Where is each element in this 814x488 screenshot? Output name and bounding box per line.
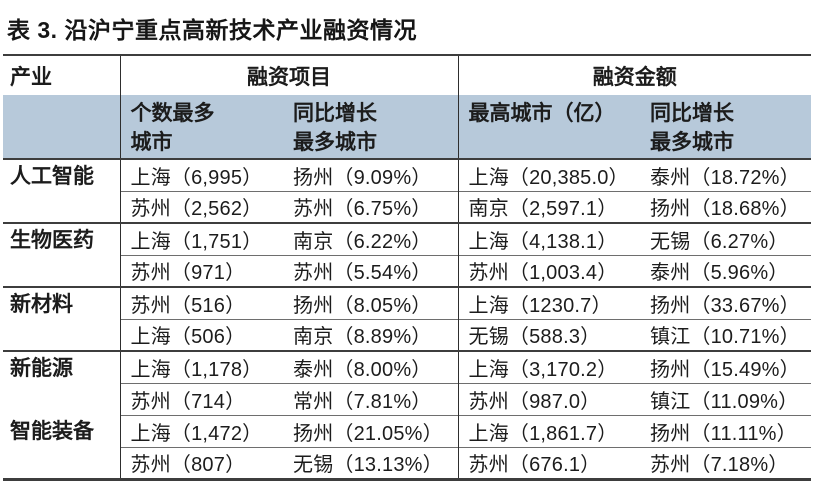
subheader-highest-amount-city: 最高城市（亿） bbox=[458, 95, 640, 159]
cell-proj-growth: 扬州（21.05%） bbox=[283, 414, 459, 447]
header-row-groups: 产业 融资项目 融资金额 bbox=[3, 54, 811, 95]
cell-proj-city: 苏州（516） bbox=[120, 286, 283, 319]
cell-proj-city: 苏州（807） bbox=[120, 446, 283, 479]
subheader-empty bbox=[3, 95, 121, 159]
cell-proj-growth: 泰州（8.00%） bbox=[283, 350, 459, 383]
table-row: 苏州（971） 苏州（5.54%） 苏州（1,003.4） 泰州（5.96%） bbox=[3, 254, 811, 287]
cell-proj-growth: 扬州（9.09%） bbox=[283, 158, 459, 191]
industry-label-smart-equipment: 智能装备 bbox=[3, 415, 121, 479]
industry-label-ai: 人工智能 bbox=[3, 158, 121, 223]
cell-proj-city: 苏州（971） bbox=[120, 254, 283, 287]
cell-proj-city: 上海（1,751） bbox=[120, 222, 283, 255]
subheader-most-projects-city: 个数最多 城市 bbox=[120, 95, 283, 159]
cell-proj-growth: 苏州（5.54%） bbox=[283, 254, 459, 287]
table-row: 人工智能 上海（6,995） 扬州（9.09%） 上海（20,385.0） 泰州… bbox=[3, 158, 811, 223]
cell-amt-growth: 扬州（18.68%） bbox=[640, 190, 811, 223]
table-row: 智能装备 上海（1,472） 扬州（21.05%） 上海（1,861.7） 扬州… bbox=[3, 414, 811, 479]
cell-proj-growth: 南京（6.22%） bbox=[283, 222, 459, 255]
cell-amt-city: 上海（3,170.2） bbox=[458, 350, 640, 383]
cell-proj-growth: 无锡（13.13%） bbox=[283, 446, 459, 479]
table-row: 苏州（807） 无锡（13.13%） 苏州（676.1） 苏州（7.18%） bbox=[3, 446, 811, 479]
subheader-amount-yoy-growth-city: 同比增长 最多城市 bbox=[640, 95, 811, 159]
cell-amt-city: 上海（1,861.7） bbox=[458, 414, 640, 447]
cell-amt-city: 苏州（676.1） bbox=[458, 446, 640, 479]
industry-label-new-energy: 新能源 bbox=[3, 350, 121, 415]
cell-amt-growth: 镇江（10.71%） bbox=[640, 318, 811, 351]
header-row-subcolumns: 个数最多 城市 同比增长 最多城市 最高城市（亿） 同比增长 最多城市 bbox=[3, 95, 811, 159]
cell-amt-growth: 扬州（11.11%） bbox=[640, 414, 811, 447]
cell-amt-growth: 泰州（5.96%） bbox=[640, 254, 811, 287]
cell-amt-growth: 泰州（18.72%） bbox=[640, 158, 811, 191]
cell-amt-city: 南京（2,597.1） bbox=[458, 190, 640, 223]
table-row: 新材料 苏州（516） 扬州（8.05%） 上海（1230.7） 扬州（33.6… bbox=[3, 286, 811, 351]
industry-label-new-materials: 新材料 bbox=[3, 286, 121, 351]
col-header-industry: 产业 bbox=[3, 54, 121, 95]
cell-proj-city: 上海（506） bbox=[120, 318, 283, 351]
industry-label-biomedicine: 生物医药 bbox=[3, 222, 121, 287]
cell-amt-growth: 扬州（33.67%） bbox=[640, 286, 811, 319]
cell-proj-city: 苏州（2,562） bbox=[120, 190, 283, 223]
table-row: 生物医药 上海（1,751） 南京（6.22%） 上海（4,138.1） 无锡（… bbox=[3, 222, 811, 287]
cell-amt-city: 苏州（1,003.4） bbox=[458, 254, 640, 287]
cell-amt-growth: 扬州（15.49%） bbox=[640, 350, 811, 383]
financing-table: 产业 融资项目 融资金额 个数最多 城市 同比增长 最多城市 最高城市（亿） 同… bbox=[3, 54, 811, 481]
table-title: 表 3. 沿沪宁重点高新技术产业融资情况 bbox=[7, 17, 417, 43]
cell-proj-city: 上海（1,178） bbox=[120, 350, 283, 383]
cell-amt-city: 苏州（987.0） bbox=[458, 382, 640, 415]
cell-proj-growth: 苏州（6.75%） bbox=[283, 190, 459, 223]
cell-proj-growth: 常州（7.81%） bbox=[283, 382, 459, 415]
table-row: 上海（506） 南京（8.89%） 无锡（588.3） 镇江（10.71%） bbox=[3, 318, 811, 351]
cell-proj-city: 上海（6,995） bbox=[120, 158, 283, 191]
table-row: 苏州（714） 常州（7.81%） 苏州（987.0） 镇江（11.09%） bbox=[3, 382, 811, 415]
cell-amt-city: 上海（1230.7） bbox=[458, 286, 640, 319]
cell-amt-growth: 镇江（11.09%） bbox=[640, 382, 811, 415]
cell-proj-city: 上海（1,472） bbox=[120, 414, 283, 447]
table-row: 新能源 上海（1,178） 泰州（8.00%） 上海（3,170.2） 扬州（1… bbox=[3, 350, 811, 415]
cell-proj-growth: 扬州（8.05%） bbox=[283, 286, 459, 319]
col-header-financing-amount: 融资金额 bbox=[458, 54, 811, 95]
cell-amt-city: 上海（20,385.0） bbox=[458, 158, 640, 191]
cell-proj-city: 苏州（714） bbox=[120, 382, 283, 415]
cell-proj-growth: 南京（8.89%） bbox=[283, 318, 459, 351]
cell-amt-city: 无锡（588.3） bbox=[458, 318, 640, 351]
subheader-projects-yoy-growth-city: 同比增长 最多城市 bbox=[283, 95, 459, 159]
cell-amt-city: 上海（4,138.1） bbox=[458, 222, 640, 255]
col-header-financing-projects: 融资项目 bbox=[120, 54, 459, 95]
cell-amt-growth: 无锡（6.27%） bbox=[640, 222, 811, 255]
table-row: 苏州（2,562） 苏州（6.75%） 南京（2,597.1） 扬州（18.68… bbox=[3, 190, 811, 223]
cell-amt-growth: 苏州（7.18%） bbox=[640, 446, 811, 479]
